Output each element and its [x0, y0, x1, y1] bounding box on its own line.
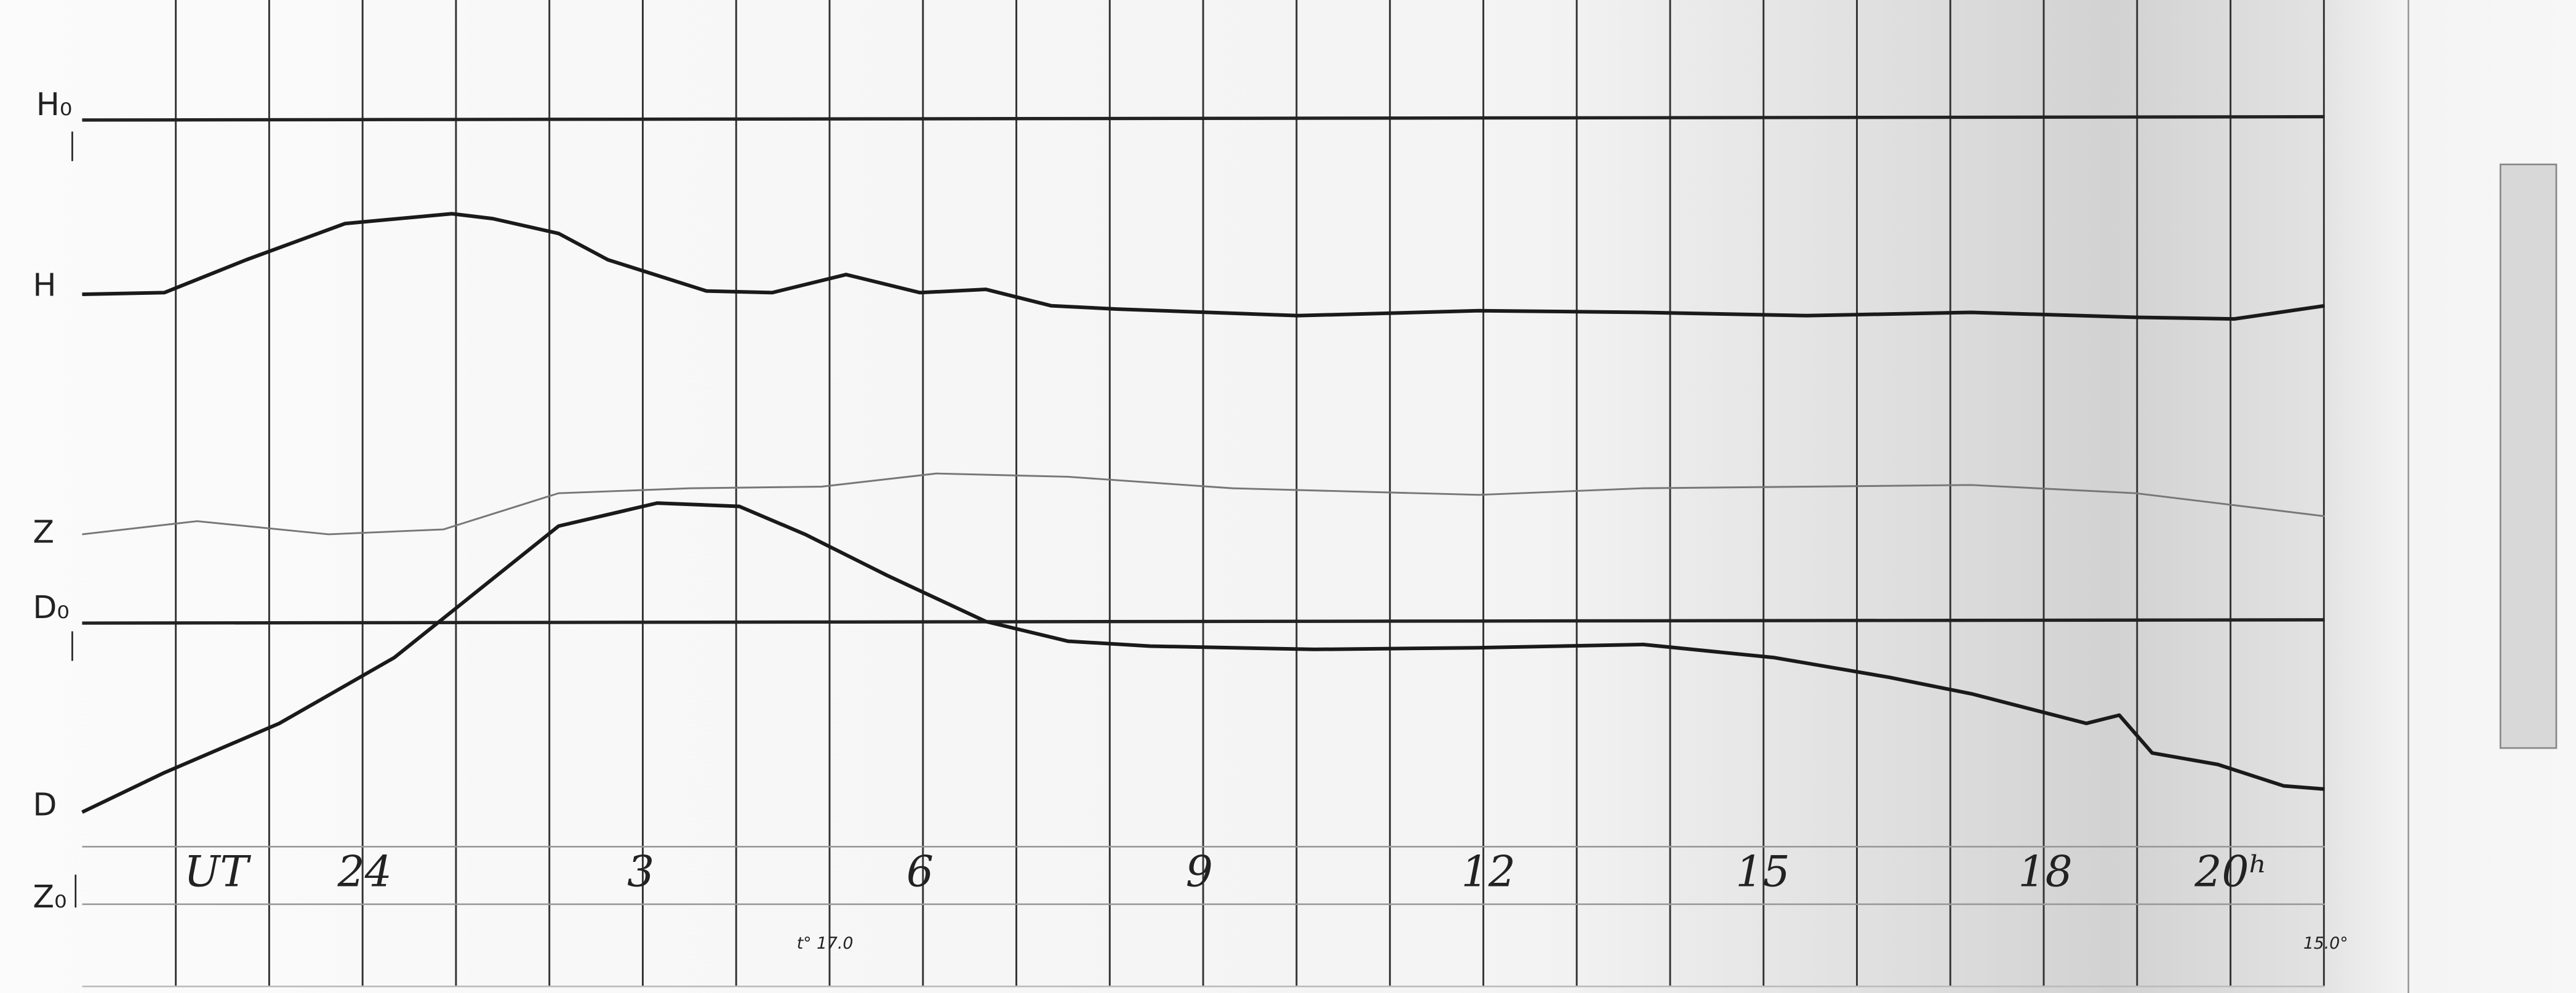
hour-label: 20ʰ	[2194, 847, 2267, 896]
scale-strip	[2499, 163, 2558, 749]
grid	[175, 0, 2325, 987]
temperature-mark: t° 17.0	[797, 934, 854, 953]
z-trace	[82, 472, 2325, 536]
h-trace	[82, 212, 2325, 321]
trace-label: D	[33, 787, 57, 823]
temperature-mark: 15.0°	[2303, 934, 2348, 953]
hour-label: 18	[2018, 847, 2073, 896]
d-baseline	[82, 618, 2325, 625]
hour-label: 6	[906, 847, 934, 896]
trace-label: D₀	[33, 589, 69, 625]
trace-label: Z	[33, 513, 54, 550]
hour-label: 3	[627, 847, 654, 896]
hour-label: 24	[337, 847, 392, 896]
hour-labels: 24 3 6 9 12 15 18 20ʰ	[337, 847, 2268, 896]
trace-label: Z₀	[33, 878, 66, 915]
trace-label: H	[33, 267, 56, 304]
time-axis-label: UT	[184, 847, 251, 896]
hour-label: 9	[1186, 847, 1213, 896]
h-baseline	[82, 115, 2325, 122]
d-trace	[81, 501, 2325, 814]
hour-label: 12	[1462, 847, 1516, 896]
trace-label: H₀	[36, 86, 72, 123]
hour-label: 15	[1735, 847, 1790, 896]
